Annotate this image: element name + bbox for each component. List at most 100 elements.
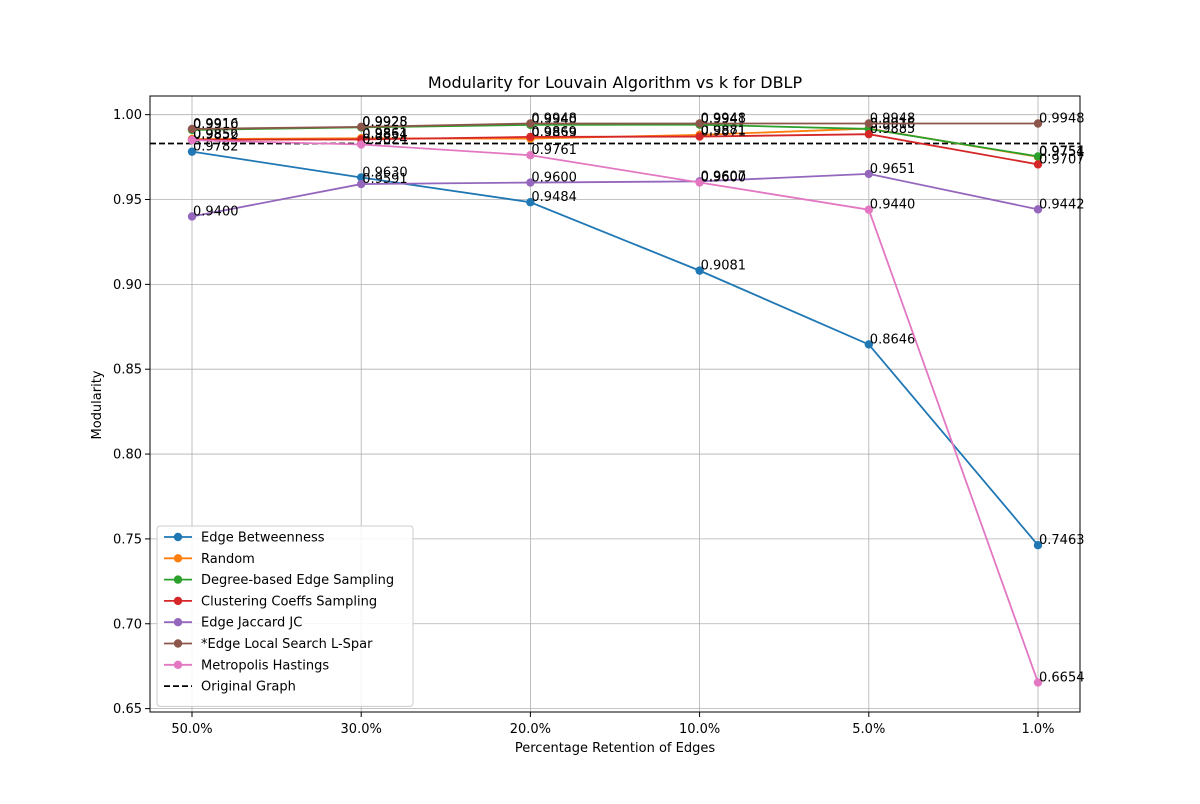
- legend-label: Metropolis Hastings: [201, 658, 329, 673]
- series-line: [191, 133, 1039, 166]
- plot-frame: [149, 95, 1081, 713]
- series-line: [191, 172, 1039, 218]
- series-line: [191, 139, 1039, 683]
- y-tick-label: 1.00: [113, 108, 142, 123]
- data-label: 0.9854: [362, 127, 408, 142]
- series-line: [191, 122, 1038, 130]
- data-label: 0.9754: [1039, 144, 1085, 159]
- data-label: 0.9600: [531, 171, 577, 186]
- y-tick-label: 0.75: [113, 532, 142, 547]
- data-point: [526, 178, 535, 187]
- data-point: [864, 129, 873, 139]
- legend-item: *Edge Local Search L-Spar: [164, 637, 373, 652]
- data-label: 0.9751: [1039, 145, 1085, 160]
- y-axis-label: Modularity: [90, 370, 105, 439]
- x-tick-label: 1.0%: [1021, 722, 1054, 737]
- data-label: 0.9885: [870, 122, 916, 137]
- series-line: [191, 150, 1039, 546]
- legend-label: Edge Jaccard JC: [201, 616, 302, 631]
- series-edge-betweenness: 0.9782 0.9630 0.9484 0.9081 0.8646 0.7463: [187, 140, 1085, 550]
- data-point: [864, 119, 873, 128]
- legend-item: Random: [164, 552, 255, 567]
- legend-marker: [173, 554, 183, 563]
- data-label: 0.9869: [531, 125, 577, 140]
- data-label: 0.9591: [362, 172, 408, 187]
- x-tick-label: 50.0%: [171, 722, 212, 737]
- data-label: 0.9916: [870, 117, 916, 132]
- data-point: [1033, 205, 1043, 214]
- legend-item: Clustering Coeffs Sampling: [164, 594, 377, 609]
- data-label: 0.9607: [701, 169, 747, 184]
- legend-label: *Edge Local Search L-Spar: [201, 637, 373, 652]
- data-label: 0.9871: [701, 125, 747, 140]
- data-label: 0.9948: [870, 111, 916, 126]
- x-axis: 50.0% 30.0% 20.0% 10.0% 5.0% 1.0%: [171, 712, 1055, 737]
- y-tick-label: 0.70: [113, 617, 142, 632]
- legend: Edge Betweenness Random Degree-based Edge …: [156, 525, 414, 707]
- data-point: [1033, 152, 1043, 161]
- data-point: [1033, 160, 1043, 169]
- data-label: 0.9852: [193, 128, 239, 143]
- data-label: 0.9440: [870, 198, 916, 213]
- data-label: 0.9824: [362, 133, 408, 148]
- legend-marker: [173, 639, 183, 648]
- data-point: [695, 178, 704, 187]
- legend-item: Degree-based Edge Sampling: [164, 573, 394, 588]
- data-point: [187, 135, 197, 145]
- legend-label: Edge Betweenness: [201, 531, 325, 546]
- data-label: 0.9948: [531, 111, 577, 126]
- data-point: [526, 132, 535, 142]
- data-point: [1033, 540, 1043, 550]
- data-point: [187, 147, 197, 156]
- legend-marker: [173, 575, 183, 584]
- data-point: [187, 212, 197, 221]
- data-label: 0.9916: [193, 117, 239, 132]
- data-label: 0.9928: [362, 115, 408, 130]
- data-label: 0.9707: [1039, 152, 1085, 167]
- chart-title: Modularity for Louvain Algorithm vs k fo…: [428, 73, 803, 92]
- legend-marker: [173, 596, 183, 606]
- data-point: [695, 119, 704, 128]
- series-clustering-coeffs-sampling: 0.9852 0.9854 0.9869 0.9871 0.9885 0.9707: [187, 122, 1085, 169]
- legend-item: Edge Jaccard JC: [164, 616, 302, 631]
- x-tick-label: 5.0%: [852, 722, 885, 737]
- data-label: 0.9948: [701, 111, 747, 126]
- data-label: 0.8646: [870, 332, 916, 347]
- data-label: 0.9651: [870, 162, 916, 177]
- data-label: 0.9600: [701, 171, 747, 186]
- legend-label: Original Graph: [201, 680, 296, 695]
- x-axis-label: Percentage Retention of Edges: [515, 741, 715, 756]
- y-tick-label: 0.80: [113, 448, 142, 463]
- data-point: [864, 169, 873, 179]
- data-label: 0.7463: [1039, 533, 1085, 548]
- y-tick-label: 0.95: [113, 193, 142, 208]
- legend-marker: [173, 660, 183, 669]
- data-label: 0.9081: [701, 259, 747, 274]
- x-tick-label: 10.0%: [679, 722, 720, 737]
- data-label: 0.9761: [531, 143, 577, 158]
- x-tick-label: 20.0%: [510, 722, 551, 737]
- legend-box: [156, 525, 414, 707]
- data-label: 0.9400: [193, 204, 239, 219]
- data-point: [1033, 678, 1043, 687]
- data-point: [864, 340, 873, 349]
- data-label: 0.9442: [1039, 197, 1085, 212]
- y-tick-label: 0.65: [113, 702, 142, 717]
- grid-lines: [150, 96, 1080, 712]
- legend-item: Edge Betweenness: [164, 531, 325, 546]
- legend-item: Original Graph: [164, 680, 296, 695]
- legend-label: Degree-based Edge Sampling: [201, 573, 394, 588]
- data-point: [695, 266, 704, 275]
- data-label: 0.9948: [1039, 111, 1085, 126]
- series-metropolis-hastings: 0.9824 0.9761 0.9600 0.9440 0.6654: [187, 133, 1085, 687]
- y-tick-label: 0.90: [113, 278, 142, 293]
- series-edge-local-search-l-spar: 0.9916 0.9928 0.9948 0.9948 0.9948 0.9948: [187, 111, 1085, 134]
- legend-label: Random: [201, 552, 255, 567]
- data-label: 0.9881: [701, 123, 747, 138]
- data-point: [526, 151, 535, 160]
- legend-label: Clustering Coeffs Sampling: [201, 594, 377, 609]
- legend-item: Metropolis Hastings: [164, 658, 329, 673]
- data-point: [357, 140, 366, 149]
